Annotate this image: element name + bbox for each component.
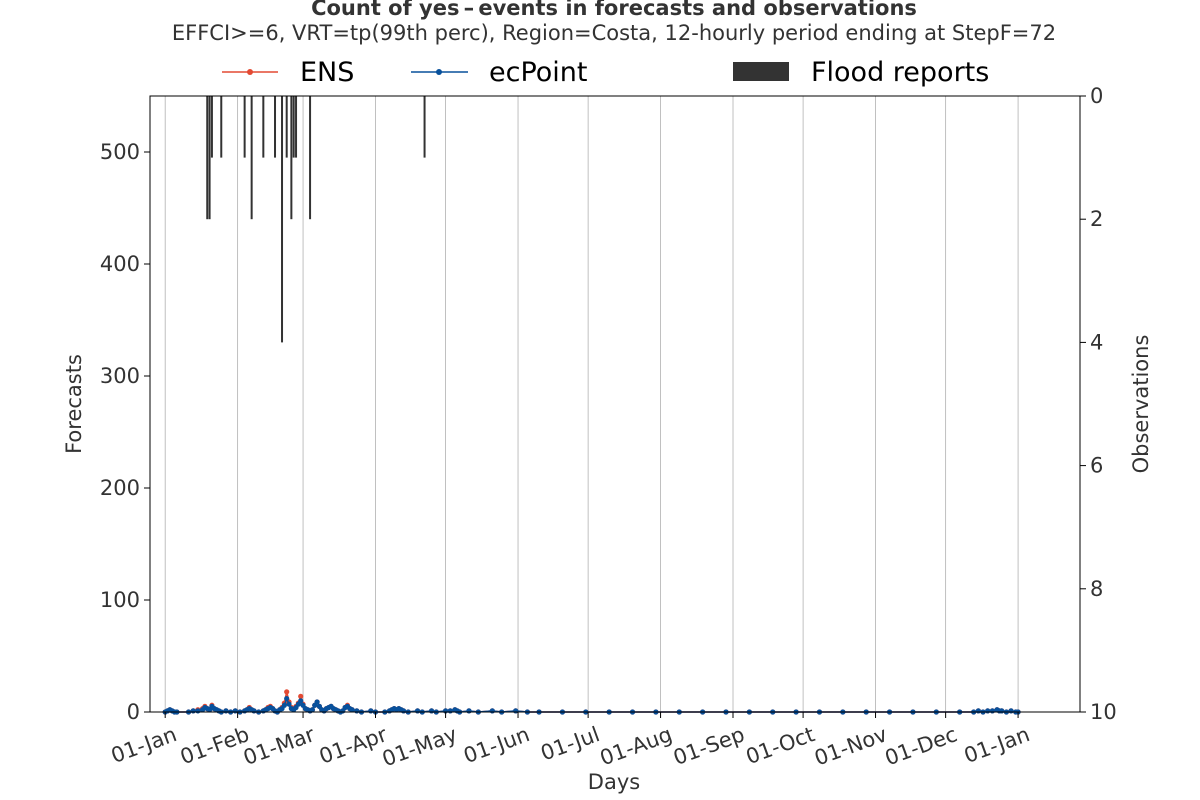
y-right-tick-label: 10	[1090, 700, 1117, 724]
x-tick-label: 01-Jul	[537, 722, 602, 765]
series-point-ecpoint	[190, 708, 196, 714]
series-point-ecpoint	[251, 708, 257, 714]
flood-report-bar	[295, 96, 298, 158]
y-left-tick-label: 500	[100, 140, 140, 164]
series-point-ecpoint	[223, 708, 229, 714]
y-right-tick-label: 6	[1090, 454, 1103, 478]
forecast-series	[162, 689, 1021, 715]
series-point-ens	[284, 689, 290, 695]
y-left-tick-label: 300	[100, 364, 140, 388]
series-point-ecpoint	[1008, 708, 1014, 714]
x-gridlines	[164, 96, 1019, 712]
legend-item-flood-reports: Flood reports	[733, 57, 989, 88]
x-axis-label: Days	[588, 770, 640, 794]
legend-label-ens: ENS	[300, 57, 354, 88]
legend-item-ecpoint: ecPoint	[411, 57, 588, 88]
chart-title: Count of yes – events in forecasts and o…	[311, 0, 917, 20]
y-axis-label-observations: Observations	[1129, 335, 1153, 474]
x-tick-label: 01-Sep	[670, 722, 748, 770]
legend-item-ens: ENS	[222, 57, 354, 88]
flood-report-bar	[250, 96, 253, 220]
series-point-ecpoint	[989, 708, 995, 714]
series-point-ecpoint	[309, 707, 315, 713]
series-point-ecpoint	[975, 708, 981, 714]
flood-report-bar	[210, 96, 213, 158]
series-point-ecpoint	[298, 698, 304, 704]
x-tick-label: 01-Oct	[743, 722, 818, 769]
flood-report-bar	[423, 96, 426, 158]
series-point-ens	[298, 693, 304, 699]
flood-report-bar	[309, 96, 312, 220]
x-tick-label: 01-May	[379, 722, 460, 771]
series-point-ecpoint	[428, 708, 435, 714]
flood-report-bar	[285, 96, 288, 158]
series-point-ecpoint	[195, 708, 201, 714]
series-point-ecpoint	[999, 708, 1005, 714]
flood-report-bar	[290, 96, 293, 220]
flood-report-bar	[220, 96, 223, 158]
series-point-ecpoint	[466, 708, 472, 714]
series-point-ecpoint	[400, 708, 407, 714]
series-point-ecpoint	[489, 708, 495, 714]
y-left-tick-label: 100	[100, 588, 140, 612]
x-tick-label: 01-Jan	[108, 722, 180, 768]
legend-marker-ens	[247, 69, 253, 75]
y-right-tick-label: 2	[1090, 207, 1103, 231]
flood-report-bar	[208, 96, 211, 220]
y-left-tick-label: 400	[100, 252, 140, 276]
series-point-ecpoint	[447, 708, 453, 714]
y-right-tick-label: 8	[1090, 577, 1103, 601]
y-axis-label-forecasts: Forecasts	[62, 354, 86, 454]
x-tick-label: 01-Nov	[811, 722, 890, 770]
flood-report-bar	[262, 96, 265, 158]
series-point-ecpoint	[985, 708, 991, 714]
series-point-ecpoint	[354, 708, 360, 714]
y-left-tick-label: 0	[127, 700, 140, 724]
series-point-ecpoint	[284, 695, 290, 702]
series-point-ecpoint	[349, 707, 355, 713]
legend-label-ecpoint: ecPoint	[489, 57, 588, 88]
flood-report-bar	[292, 96, 295, 158]
flood-report-bar	[274, 96, 277, 158]
series-point-ecpoint	[286, 701, 292, 707]
series-point-ecpoint	[414, 708, 421, 714]
x-tick-label: 01-Mar	[240, 722, 318, 770]
flood-report-bar	[206, 96, 209, 220]
series-point-ecpoint	[232, 708, 238, 714]
flood-report-bars	[206, 96, 426, 343]
y-right-tick-label: 0	[1090, 84, 1103, 108]
x-tick-label: 01-Aug	[597, 722, 676, 770]
series-point-ecpoint	[314, 699, 320, 705]
y-axis-observations: 0 2 4 6 8 10	[1080, 84, 1117, 724]
legend-label-flood-reports: Flood reports	[811, 57, 989, 88]
chart-subtitle: EFFCI>=6, VRT=tp(99th perc), Region=Cost…	[172, 21, 1056, 45]
x-tick-label: 01-Feb	[177, 722, 252, 769]
y-axis-forecasts: 0 100 200 300 400 500	[100, 140, 150, 724]
flood-report-bar	[281, 96, 284, 343]
flood-report-bar	[243, 96, 246, 158]
legend-swatch-flood-reports	[733, 62, 789, 81]
series-point-ecpoint	[513, 708, 519, 714]
y-left-tick-label: 200	[100, 476, 140, 500]
y-right-tick-label: 4	[1090, 330, 1103, 354]
plot-area-frame	[149, 95, 1081, 713]
series-point-ecpoint	[281, 702, 287, 708]
legend: ENS ecPoint Flood reports	[222, 57, 989, 88]
series-point-ecpoint	[368, 708, 374, 714]
x-tick-label: 01-Dec	[882, 722, 961, 770]
x-tick-label: 01-Apr	[316, 722, 390, 769]
legend-marker-ecpoint	[436, 69, 442, 75]
x-tick-label: 01-Jan	[961, 722, 1033, 768]
x-tick-label: 01-Jun	[460, 722, 532, 768]
